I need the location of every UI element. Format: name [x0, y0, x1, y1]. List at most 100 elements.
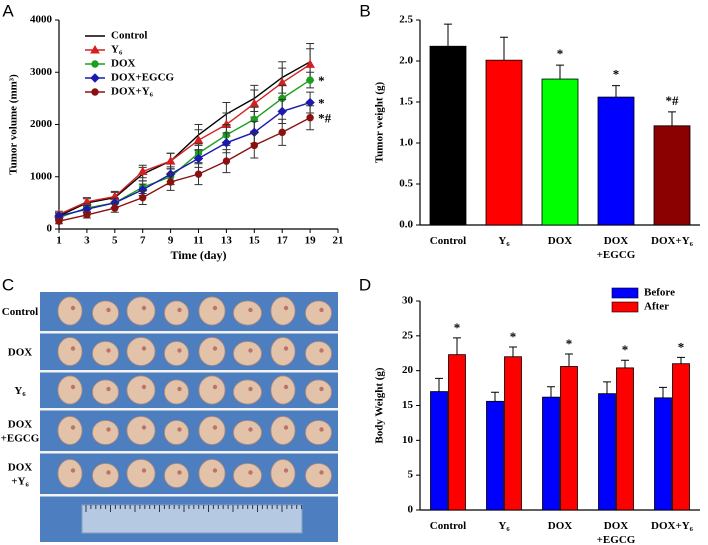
- bar: [430, 391, 448, 511]
- tumor: [233, 420, 262, 445]
- tumor: [198, 416, 226, 445]
- tumor-spot: [283, 305, 289, 311]
- tumor: [92, 420, 119, 445]
- tumor: [198, 459, 226, 488]
- tumor: [233, 379, 262, 405]
- tumor-spot: [248, 307, 253, 313]
- error-bar: [659, 386, 667, 398]
- tumor-spot: [319, 386, 324, 392]
- x-tick-label: Y₆: [498, 235, 510, 247]
- x-tick-label: DOX +EGCG: [597, 520, 636, 545]
- error-bar: [547, 386, 555, 398]
- tumor-spot: [283, 425, 289, 430]
- series-line: [58, 117, 311, 222]
- tumor-spot: [106, 348, 111, 353]
- y-tick-label: 1000: [30, 170, 53, 182]
- y-axis-label: Body Weight (g): [374, 367, 386, 444]
- y-tick-label: 0.0: [399, 219, 413, 231]
- annotation: *: [557, 46, 564, 61]
- tumor: [57, 337, 83, 366]
- tumor: [270, 416, 296, 445]
- y-tick-label: 1.0: [399, 137, 413, 149]
- separator: [40, 331, 338, 334]
- tumor: [126, 375, 156, 405]
- x-tick-label: 9: [168, 235, 174, 247]
- legend-swatch: [611, 301, 639, 313]
- marker: [111, 204, 119, 212]
- tumor-spot: [70, 468, 76, 473]
- bar: [485, 59, 523, 226]
- photo-background: [40, 292, 338, 542]
- tumor-spot: [106, 470, 111, 475]
- separator: [40, 408, 338, 411]
- marker: [277, 106, 287, 117]
- annotation: *#: [318, 111, 332, 126]
- series-line: [58, 101, 311, 217]
- tumor-spot: [106, 427, 111, 432]
- marker: [137, 166, 148, 176]
- bar: [653, 125, 691, 226]
- y-tick-label: 15: [402, 399, 414, 411]
- x-tick-label: DOX: [548, 520, 573, 532]
- y-tick-label: 2.5: [399, 14, 413, 26]
- marker: [83, 211, 91, 219]
- legend-label: DOX+Y₆: [111, 86, 154, 98]
- x-tick-label: DOX+Y₆: [651, 520, 694, 532]
- bar: [560, 366, 578, 511]
- tumor-spot: [106, 386, 111, 392]
- tumor: [198, 296, 226, 326]
- tumor: [305, 463, 332, 488]
- x-tick-label: 13: [221, 235, 233, 247]
- tumor: [57, 296, 83, 326]
- error-bar: [453, 337, 461, 355]
- tumor: [126, 296, 156, 326]
- tumor-spot: [177, 307, 182, 313]
- annotation: *: [318, 96, 325, 111]
- marker: [249, 98, 260, 108]
- bar: [486, 400, 504, 511]
- tumor-spot: [141, 346, 147, 351]
- legend-label: DOX: [111, 58, 136, 70]
- row-label: DOX: [8, 346, 33, 358]
- bar: [598, 393, 616, 511]
- marker: [250, 141, 259, 150]
- tumor-spot: [177, 386, 182, 392]
- annotation: *: [510, 329, 517, 344]
- x-axis-label: Time (day): [170, 248, 226, 262]
- bar: [448, 354, 466, 511]
- tumor: [164, 341, 189, 366]
- bar: [597, 96, 635, 226]
- panel-letter: B: [359, 1, 370, 20]
- series-line: [58, 63, 311, 216]
- panel-letter: D: [359, 275, 371, 294]
- row-label: Control: [2, 306, 38, 318]
- legend-label: Before: [644, 287, 675, 299]
- x-tick-label: DOX: [548, 235, 573, 247]
- tumor: [126, 459, 156, 488]
- tumor-spot: [248, 427, 253, 432]
- tumor: [164, 300, 189, 326]
- annotation: *: [454, 320, 461, 335]
- marker: [55, 217, 63, 225]
- legend-label: DOX+EGCG: [111, 72, 175, 84]
- panel-letter: A: [2, 1, 14, 20]
- tumor: [57, 416, 83, 445]
- y-axis-label: Tumor weight (g): [374, 82, 386, 164]
- marker: [194, 170, 203, 178]
- tumor-spot: [212, 305, 218, 311]
- error-bar: [491, 391, 499, 402]
- error-bar: [556, 64, 564, 80]
- x-tick-label: 21: [333, 235, 344, 247]
- tumor: [270, 459, 296, 488]
- y-tick-label: 5: [408, 469, 414, 481]
- bar: [429, 45, 467, 226]
- series-line: [58, 61, 311, 217]
- y-axis-label: Tumor volume (mm³): [8, 74, 20, 175]
- legend-label: After: [644, 301, 669, 313]
- y-tick-label: 2000: [30, 118, 53, 130]
- marker: [278, 128, 286, 137]
- tumor-spot: [177, 427, 182, 432]
- tumor-spot: [70, 425, 76, 430]
- y-tick-label: 20: [402, 364, 414, 376]
- ruler: [81, 504, 303, 534]
